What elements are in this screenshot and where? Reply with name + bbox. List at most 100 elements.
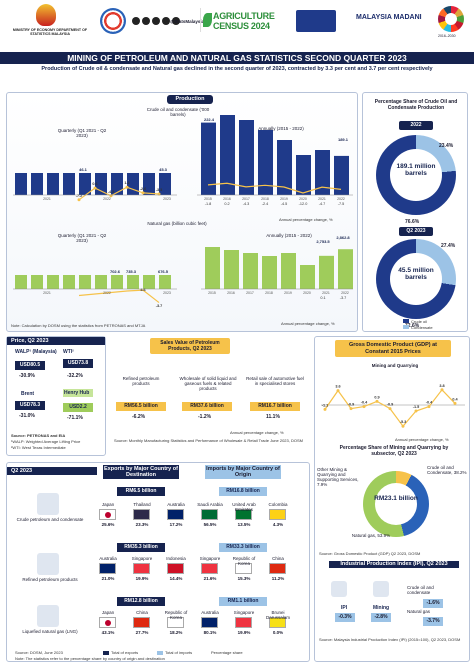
legend-cond-swatch: [403, 325, 409, 329]
gdp-source: Source: Gross Domestic Product (GDP) Q2 …: [319, 551, 421, 556]
gas-title: Natural gas (billion cubic feet): [147, 221, 207, 226]
bancian-logo: [296, 10, 336, 32]
gas-quarterly-label: Quarterly (Q1 2021 - Q2 2023): [57, 233, 107, 243]
import-lng-pct: 80.1%: [203, 630, 217, 635]
import-refined-flag: [269, 563, 286, 574]
mining-icon: [373, 581, 389, 597]
ipi-gas-key: Natural gas: [407, 609, 431, 614]
oil-q-pct-label: -3.3: [156, 188, 163, 192]
gdp-label: 0.9: [374, 395, 379, 399]
oil-annual-bar: [239, 120, 254, 195]
brent-value: USD78.3: [15, 401, 45, 410]
export-crude-flag: [99, 509, 116, 520]
facebook-icon[interactable]: [132, 17, 140, 25]
export-refined-country: Singapore: [131, 556, 153, 561]
youtube-icon[interactable]: [172, 17, 180, 25]
dosm-logo: [100, 8, 126, 34]
sales-value-2: RM37.6 billion: [182, 402, 232, 411]
gas-quarter-bar: [127, 275, 139, 289]
gdp-label: -1.1: [322, 403, 329, 407]
oil-a-year: 2019: [280, 197, 288, 201]
gdp-donut-hole: [375, 483, 417, 525]
leaf-icon: [203, 13, 212, 27]
oil-q-pct-label: 1.2: [124, 181, 129, 185]
walp-key: WALP¹ (Malaysia): [15, 349, 57, 355]
gdp-point: [362, 405, 366, 409]
export-refined-pct: 14.4%: [169, 576, 183, 581]
x-icon[interactable]: [142, 17, 150, 25]
gas-quarter-bar: [31, 275, 43, 289]
export-refined-country: Indonesia: [166, 556, 186, 561]
gdp-label: -5.3: [400, 420, 407, 424]
import-refined-pct: 21.6%: [203, 576, 217, 581]
trade-product-3: Liquefied natural gas (LNG): [22, 629, 78, 634]
production-charts: 46.1 45.3 -7.2 0.6 -4.5 1.2 -2.6 -3.3 222.4 189.1…: [13, 115, 353, 308]
oil-share-panel: Percentage Share of Crude Oil and Conden…: [362, 92, 468, 332]
export-crude-country: Thailand: [133, 502, 151, 507]
import-refined-country: Republic of Korea: [232, 556, 256, 566]
legend-exports-swatch: [103, 651, 109, 655]
export-lng-pct: 43.1%: [101, 630, 115, 635]
gas-a-year: 2015: [208, 291, 216, 295]
export-refined-pct: 21.0%: [101, 576, 115, 581]
export-crude-pct: 17.2%: [169, 522, 183, 527]
oil-annual-bar: [334, 155, 349, 195]
sales-legend: Annual percentage change, %: [230, 430, 284, 435]
gdp-point: [427, 405, 431, 409]
gas-quarter-bar: [79, 275, 91, 289]
legend-imports: Total of imports: [165, 650, 193, 655]
import-refined-flag: [235, 563, 252, 574]
export-lng-country: Republic of Korea: [164, 610, 188, 620]
oil-a-top: 222.4: [204, 117, 215, 122]
import-refined-pct: 11.2%: [271, 576, 285, 581]
imports-total-2: RM33.3 billion: [219, 543, 267, 552]
oil-quarterly-label: Quarterly (Q1 2021 - Q2 2023): [57, 128, 107, 138]
import-lng-flag: [201, 617, 218, 628]
gas-a-pct: 0.1: [320, 296, 325, 300]
oil-annual-bar: [220, 115, 235, 195]
social-icons: [132, 17, 180, 25]
oil-q-pct-point: [157, 192, 161, 196]
gdp-point: [414, 409, 418, 413]
gas-quarter-bar: [95, 275, 107, 289]
export-refined-pct: 19.9%: [135, 576, 149, 581]
import-crude-flag: [201, 509, 218, 520]
ministry-label: MINISTRY OF ECONOMY DEPARTMENT OF STATIS…: [12, 28, 88, 37]
ipi-key: IPI: [341, 605, 348, 611]
oil-annual-bar: [201, 122, 216, 195]
donut-2022-crude-pct: 76.6%: [405, 219, 420, 225]
import-refined-country: Singapore: [199, 556, 221, 561]
price-note-2: ²WTI: West Texas Intermediate: [11, 445, 66, 450]
social-handle[interactable]: @StatsMalaysia: [170, 19, 205, 24]
oil-q-pct-point: [93, 186, 97, 190]
header: MINISTRY OF ECONOMY DEPARTMENT OF STATIS…: [0, 0, 474, 50]
oil-a-year: 2017: [242, 197, 250, 201]
lng-tank-icon: [37, 605, 59, 627]
oil-a-pct-label: -4.5: [281, 202, 288, 206]
export-lng-flag: [167, 617, 184, 628]
gas-quarter-bar: [111, 275, 123, 289]
gas-q-pct-line: [78, 289, 160, 304]
gas-annual-bar: [300, 265, 315, 289]
oil-q-pct-line: [78, 186, 160, 201]
oil-a-pct-label: 0.2: [224, 202, 229, 206]
gdp-label: -0.4: [426, 401, 433, 405]
share-year-2022: 2022: [399, 121, 433, 130]
gas-q-year: 2023: [163, 291, 171, 295]
import-crude-flag: [269, 509, 286, 520]
trade-quarter: Q2 2023: [7, 467, 97, 475]
instagram-icon[interactable]: [152, 17, 160, 25]
oil-a-pct-line: [207, 182, 342, 194]
import-crude-pct: 4.3%: [272, 522, 284, 527]
export-refined-country: Australia: [99, 556, 117, 561]
tiktok-icon[interactable]: [162, 17, 170, 25]
exports-total-3: RM12.8 billion: [117, 597, 165, 606]
page-title: MINING OF PETROLEUM AND NATURAL GAS STAT…: [0, 52, 474, 64]
import-lng-flag: [235, 617, 252, 628]
export-refined-flag: [99, 563, 116, 574]
production-panel: Production Crude oil and condensate ('00…: [6, 92, 358, 332]
gdp-label: 0.4: [452, 397, 458, 401]
gas-quarter-bar: [63, 275, 75, 289]
gas-a-year: 2020: [303, 291, 311, 295]
gas-q-label: 676.5: [158, 269, 169, 274]
